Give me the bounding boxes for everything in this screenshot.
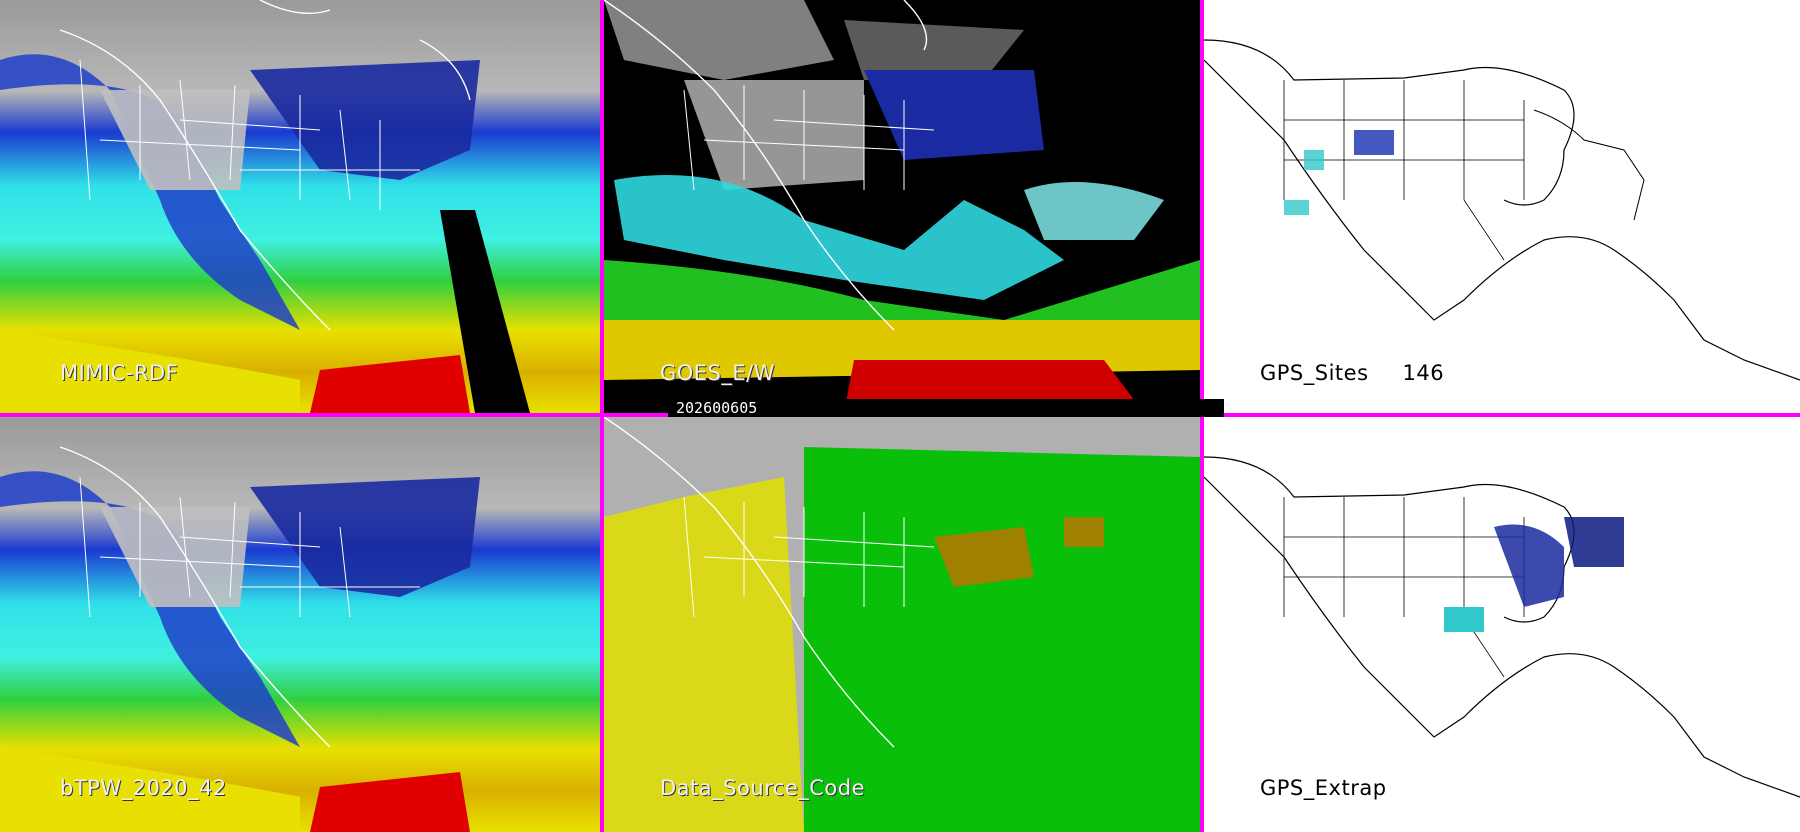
panel-gps-extrap: GPS_Extrap bbox=[1204, 417, 1800, 832]
source-map bbox=[604, 417, 1200, 832]
gps-extrap-map bbox=[1204, 417, 1800, 832]
gps-sites-count: 146 bbox=[1402, 361, 1445, 385]
gps-sites-title: GPS_Sites bbox=[1260, 361, 1369, 385]
gps-sites-map bbox=[1204, 0, 1800, 413]
panel-label-mimic: MIMIC-RDF bbox=[60, 361, 179, 385]
panel-label-btpw: bTPW_2020_42 bbox=[60, 776, 227, 800]
panel-mimic: MIMIC-RDF bbox=[0, 0, 600, 413]
mimic-map bbox=[0, 0, 600, 413]
panel-label-goes: GOES_E/W bbox=[660, 361, 776, 385]
panel-label-source: Data_Source_Code bbox=[660, 776, 866, 800]
btpw-map bbox=[0, 417, 600, 832]
panel-label-gps-sites: GPS_Sites 146 bbox=[1260, 361, 1444, 385]
panel-source: Data_Source_Code bbox=[604, 417, 1200, 832]
goes-map bbox=[604, 0, 1200, 413]
panel-goes: GOES_E/W bbox=[604, 0, 1200, 413]
panel-gps-sites: GPS_Sites 146 bbox=[1204, 0, 1800, 413]
panel-btpw: bTPW_2020_42 bbox=[0, 417, 600, 832]
panel-label-gps-extrap: GPS_Extrap bbox=[1260, 776, 1387, 800]
date-bar: 202600605 bbox=[668, 399, 1224, 417]
